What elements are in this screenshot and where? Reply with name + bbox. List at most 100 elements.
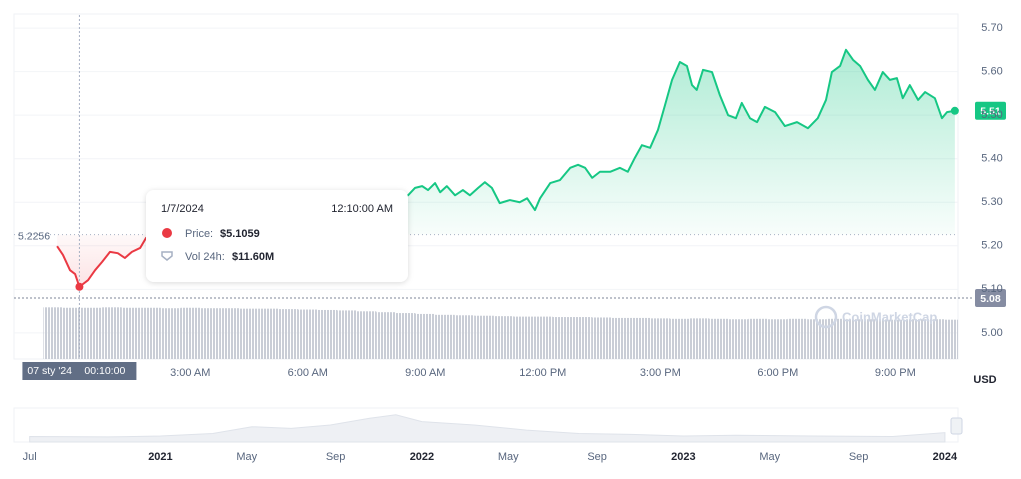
volume-bar — [82, 307, 103, 359]
volume-bar — [768, 319, 788, 359]
navigator-tick-label: Jul — [23, 451, 37, 463]
volume-bar — [885, 319, 906, 359]
overlay: 5.51 5.2256 5.08 07 sty '24 00:10:00 — [14, 15, 1006, 380]
tooltip — [146, 190, 408, 282]
volume-bar — [650, 318, 671, 359]
volume-bar — [160, 308, 181, 359]
volume-bar — [200, 308, 220, 359]
navigator-tick-label: 2024 — [933, 451, 958, 463]
volume-bar — [787, 318, 808, 359]
volume-bar — [258, 308, 279, 359]
y-tick-label: 5.10 — [981, 283, 1002, 295]
tooltip-date: 1/7/2024 — [161, 203, 204, 215]
reference-label: 5.2256 — [18, 230, 50, 242]
watermark-text: CoinMarketCap — [842, 309, 937, 324]
tooltip-price: $5.1059 — [220, 228, 260, 240]
volume-bar — [846, 319, 866, 359]
volume-bar — [474, 315, 494, 359]
volume-bar — [180, 307, 201, 359]
crosshair-price-label: 5.08 — [980, 293, 1001, 305]
volume-bar — [297, 309, 318, 359]
volume-bar — [62, 307, 83, 359]
tooltip-box — [146, 190, 408, 282]
tooltip-content: 1/7/2024 12:10:00 AM Price: $5.1059 Vol … — [161, 203, 393, 263]
volume-bar — [944, 319, 958, 359]
navigator-handle[interactable] — [950, 417, 963, 435]
volume-bar — [865, 319, 886, 359]
volume-bar — [317, 309, 338, 359]
volume-bar — [924, 319, 945, 359]
navigator-tick-label: Sep — [587, 451, 607, 463]
last-point — [950, 106, 959, 115]
y-tick-label: 5.40 — [981, 153, 1002, 165]
volume-bar — [43, 307, 63, 359]
volume-bar — [689, 318, 710, 359]
volume-bar — [533, 316, 553, 359]
volume-bar — [121, 307, 142, 359]
y-tick-label: 5.20 — [981, 240, 1002, 252]
navigator-tick-label: May — [759, 451, 780, 463]
tooltip-volume-label: Vol 24h: — [185, 251, 225, 263]
volume-bar — [141, 307, 161, 359]
volume-bar — [493, 316, 514, 359]
last-price-badge — [975, 101, 1006, 120]
volume-bar — [435, 314, 455, 359]
volume-bar — [337, 310, 357, 359]
volume-bar — [278, 309, 298, 359]
volume-bar — [905, 319, 925, 359]
volume-bar — [748, 318, 769, 359]
navigator-tick-label: 2022 — [410, 451, 434, 463]
y-axis-label: USD — [973, 374, 996, 386]
volume-bar — [826, 318, 847, 359]
navigator: Jul 2021 May Sep 2022 May Sep 2023 May Sep 2024 — [23, 414, 958, 463]
x-tick-label: 3:00 AM — [170, 367, 210, 379]
hover-point — [75, 282, 84, 291]
volume-bar — [356, 311, 377, 359]
y-tick-label: 5.70 — [981, 22, 1002, 34]
y-tick-label: 5.00 — [981, 327, 1002, 339]
volume — [43, 307, 958, 359]
tooltip-volume: $11.60M — [232, 251, 274, 263]
navigator-tick-label: Sep — [326, 451, 346, 463]
volume-bar — [513, 316, 534, 359]
volume-bar — [102, 307, 122, 359]
volume-bar — [239, 308, 259, 359]
y-tick-label: 5.50 — [981, 109, 1002, 121]
volume-bar — [709, 318, 729, 359]
volume-bar — [728, 319, 749, 359]
price-icon — [162, 228, 172, 238]
volume-bar — [415, 313, 436, 359]
x-tick-label: 9:00 PM — [875, 367, 916, 379]
volume-bar — [807, 319, 827, 359]
navigator-area — [29, 414, 946, 443]
volume-bar — [376, 312, 396, 359]
volume-icon — [161, 251, 173, 261]
y-tick-label: 5.30 — [981, 196, 1002, 208]
volume-bar — [552, 317, 573, 359]
volume-bar — [219, 308, 240, 359]
volume-bar — [454, 315, 475, 359]
volume-bar — [611, 317, 631, 359]
watermark: CoinMarketCap — [814, 305, 937, 329]
last-price-label: 5.51 — [980, 106, 1001, 118]
navigator-tick-label: Sep — [849, 451, 869, 463]
volume-bar — [572, 317, 592, 359]
crosshair-date: 07 sty '24 — [27, 365, 72, 377]
volume-bar — [630, 317, 651, 359]
volume-bar — [670, 318, 690, 359]
tooltip-time: 12:10:00 AM — [331, 203, 393, 215]
volume-bar — [591, 317, 612, 359]
navigator-tick-label: 2021 — [148, 451, 172, 463]
crosshair-x-badge — [22, 362, 137, 380]
crosshair-price-badge — [975, 289, 1006, 308]
x-tick-label: 6:00 AM — [288, 367, 328, 379]
x-tick-label: 3:00 PM — [640, 367, 681, 379]
navigator-tick-label: May — [236, 451, 257, 463]
navigator-tick-label: May — [498, 451, 519, 463]
crosshair-time: 00:10:00 — [84, 365, 125, 377]
x-tick-label: 6:00 PM — [757, 367, 798, 379]
navigator-tick-label: 2023 — [671, 451, 695, 463]
y-tick-label: 5.60 — [981, 66, 1002, 78]
